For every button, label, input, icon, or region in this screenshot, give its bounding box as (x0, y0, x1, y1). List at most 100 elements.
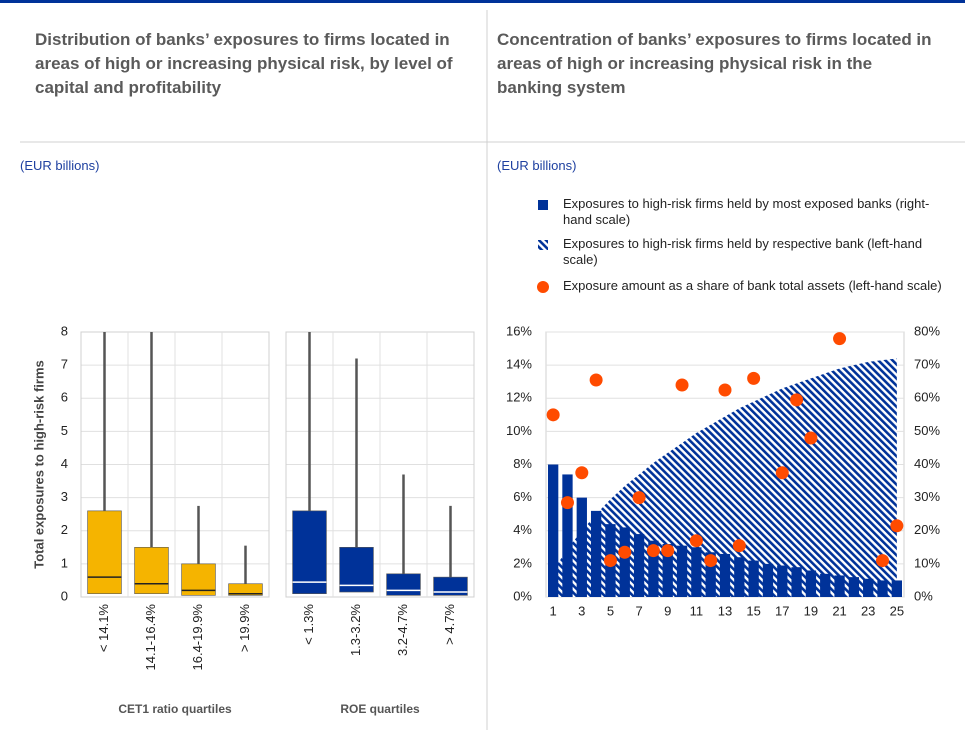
bar (748, 560, 759, 597)
x-tick-label: 19 (804, 603, 818, 618)
y-tick-label: 0 (61, 588, 68, 603)
bar (691, 547, 702, 597)
top-rule (0, 0, 965, 3)
box (134, 547, 169, 594)
y2-tick-label: 50% (914, 423, 940, 438)
bar (619, 527, 630, 597)
dot (775, 466, 789, 480)
y-tick-label: 0% (513, 588, 532, 603)
left-unit: (EUR billions) (20, 158, 100, 173)
x-tick-label: 11 (690, 603, 704, 618)
bar (762, 563, 774, 597)
y2-tick-label: 0% (914, 588, 933, 603)
box (386, 573, 421, 596)
y2-tick-label: 80% (914, 323, 940, 338)
bar (719, 553, 731, 597)
y-tick-label: 10% (506, 423, 532, 438)
bar (848, 577, 860, 597)
y2-tick-label: 70% (914, 357, 940, 372)
x-axis-title: ROE quartiles (340, 702, 420, 716)
x-tick-label: 15 (746, 603, 760, 618)
x-tick-label: < 1.3% (301, 604, 316, 645)
y2-tick-label: 60% (914, 390, 940, 405)
left-title: Distribution of banks’ exposures to firm… (35, 30, 453, 97)
y-tick-label: 16% (506, 323, 532, 338)
bar (863, 578, 874, 597)
dot (632, 491, 646, 505)
dot (833, 332, 847, 346)
y-axis-title: Total exposures to high-risk firms (31, 360, 46, 569)
bar (548, 464, 559, 597)
x-tick-label: 17 (775, 603, 789, 618)
bar (805, 570, 817, 597)
y-tick-label: 7 (61, 357, 68, 372)
dot (575, 466, 589, 480)
x-tick-label: 1.3-3.2% (348, 604, 363, 656)
legend-marker (537, 281, 549, 293)
dot (718, 383, 732, 397)
bar (820, 573, 831, 597)
bar (590, 510, 602, 597)
box (228, 583, 263, 596)
x-tick-label: > 19.9% (237, 604, 252, 653)
y-tick-label: 5 (61, 423, 68, 438)
x-tick-label: 14.1-16.4% (143, 604, 158, 671)
x-tick-label: 5 (607, 603, 614, 618)
bar (734, 557, 745, 597)
dot (675, 378, 689, 392)
dot (704, 554, 718, 568)
x-tick-label: 23 (861, 603, 875, 618)
legend-label: Exposures to high-risk firms held by mos… (563, 196, 930, 227)
box (339, 547, 374, 593)
bar (791, 567, 802, 597)
x-tick-label: 3.2-4.7% (395, 604, 410, 656)
y2-tick-label: 10% (914, 555, 940, 570)
y2-tick-label: 30% (914, 489, 940, 504)
legend-marker (538, 200, 548, 210)
y-tick-label: 3 (61, 489, 68, 504)
y2-tick-label: 40% (914, 456, 940, 471)
dot (890, 519, 904, 533)
bar (648, 540, 659, 597)
dot (560, 496, 574, 510)
dot (589, 373, 603, 387)
bar (877, 580, 888, 597)
dot (603, 554, 617, 568)
bar (676, 545, 688, 597)
y-tick-label: 2% (513, 555, 532, 570)
x-tick-label: 1 (550, 603, 557, 618)
bar (834, 575, 845, 597)
x-tick-label: 7 (635, 603, 642, 618)
bar (633, 534, 645, 597)
y-tick-label: 12% (506, 390, 532, 405)
legend-label: Exposures to high-risk firms held by res… (563, 236, 923, 267)
legend-label: Exposure amount as a share of bank total… (563, 278, 942, 293)
dot (876, 554, 890, 568)
x-tick-label: < 14.1% (96, 604, 111, 653)
bar (891, 580, 902, 597)
x-tick-label: 16.4-19.9% (190, 604, 205, 671)
y-tick-label: 2 (61, 522, 68, 537)
x-tick-label: > 4.7% (442, 604, 457, 645)
box (433, 576, 468, 596)
dot (732, 539, 746, 553)
y-tick-label: 4% (513, 522, 532, 537)
bar (562, 474, 573, 597)
dot (618, 545, 632, 559)
dot (646, 544, 660, 558)
bar (777, 565, 788, 597)
bar (576, 497, 587, 597)
x-tick-label: 9 (664, 603, 671, 618)
dot (747, 371, 761, 385)
y-tick-label: 6% (513, 489, 532, 504)
right-unit: (EUR billions) (497, 158, 577, 173)
right-title: Concentration of banks’ exposures to fir… (497, 30, 932, 97)
y-tick-label: 4 (61, 456, 68, 471)
x-tick-label: 13 (718, 603, 732, 618)
dot (546, 408, 560, 422)
bar (662, 544, 673, 597)
y-tick-label: 8 (61, 323, 68, 338)
dot (804, 431, 818, 445)
